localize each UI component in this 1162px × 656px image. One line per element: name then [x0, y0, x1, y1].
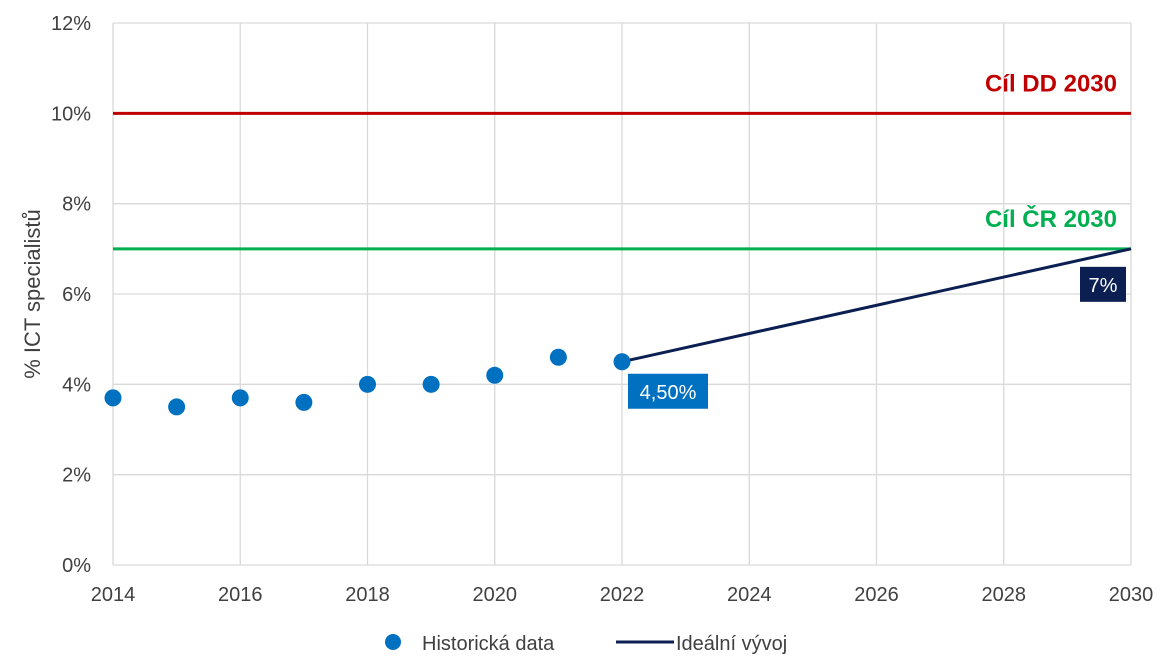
x-tick-label: 2022 — [600, 584, 645, 606]
y-tick-label: 2% — [62, 465, 91, 487]
data-point — [231, 389, 249, 407]
data-point — [422, 375, 440, 393]
y-tick-label: 0% — [62, 555, 91, 577]
data-point — [549, 348, 567, 366]
x-tick-label: 2028 — [982, 584, 1027, 606]
reference-line-label: Cíl DD 2030 — [985, 70, 1117, 97]
reference-line-label: Cíl ČR 2030 — [985, 205, 1117, 233]
y-axis-title: % ICT specialistů — [20, 209, 45, 379]
data-point — [486, 366, 504, 384]
legend-marker — [385, 634, 401, 650]
legend-label: Historická data — [422, 633, 555, 655]
y-tick-label: 6% — [62, 284, 91, 306]
data-point — [613, 353, 631, 371]
data-point — [359, 375, 376, 393]
data-point — [104, 389, 122, 407]
y-tick-label: 10% — [51, 103, 91, 125]
series — [104, 247, 1132, 416]
data-labels: 4,50% 7% — [628, 266, 1126, 409]
data-label-box — [1080, 266, 1126, 302]
trend-line — [621, 247, 1132, 364]
x-tick-label: 2020 — [473, 584, 518, 606]
y-tick-label: 4% — [62, 374, 91, 396]
x-tick-label: 2018 — [345, 584, 390, 606]
data-point — [295, 393, 313, 411]
x-tick-label: 2016 — [218, 584, 263, 606]
legend-label: Ideální vývoj — [676, 633, 787, 655]
y-tick-label: 8% — [62, 194, 91, 216]
grid — [112, 22, 1132, 566]
x-tick-label: 2030 — [1109, 584, 1154, 606]
reference-lines: Cíl DD 2030 Cíl ČR 2030 — [113, 70, 1131, 251]
data-label: 7% — [1089, 275, 1118, 297]
data-label: 4,50% — [640, 382, 697, 404]
x-tick-label: 2014 — [91, 584, 136, 606]
data-point — [168, 398, 186, 416]
y-tick-label: 12% — [51, 13, 91, 35]
x-tick-label: 2026 — [854, 584, 899, 606]
data-label-box — [628, 373, 708, 409]
legend: Historická data Ideální vývoj — [385, 633, 787, 655]
axes: 2014 2016 2018 2020 2022 2024 2026 2028 2030 0% 2%… — [51, 13, 1153, 606]
x-tick-label: 2024 — [727, 584, 772, 606]
